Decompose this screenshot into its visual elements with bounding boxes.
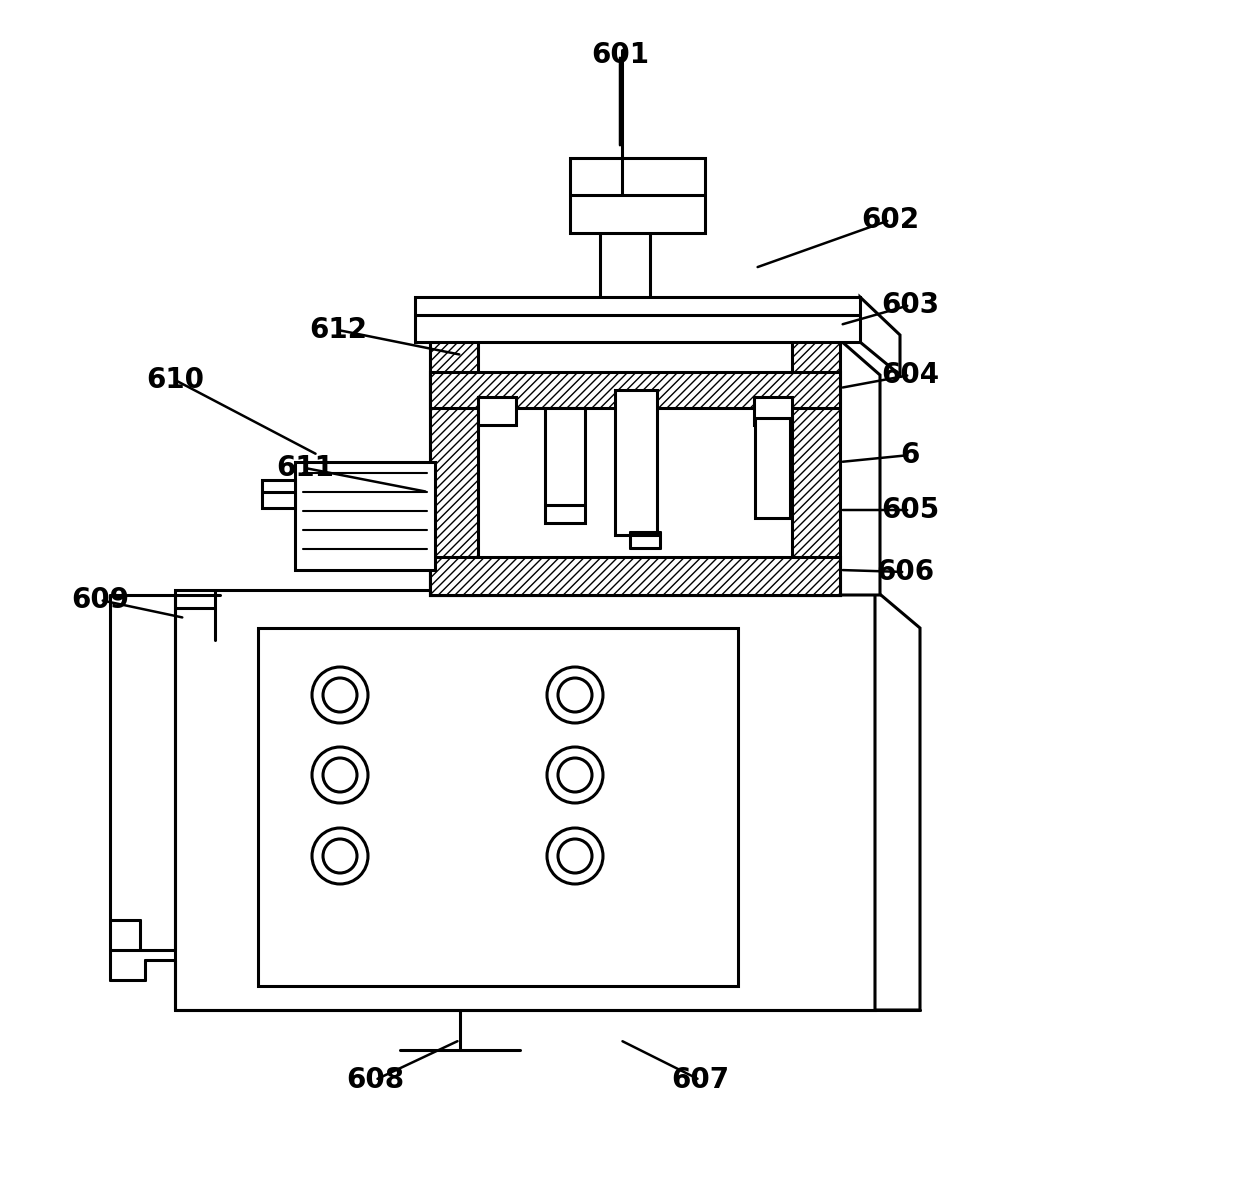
Bar — [262, 480, 295, 508]
Circle shape — [547, 747, 603, 803]
Text: 609: 609 — [71, 586, 129, 614]
Text: 605: 605 — [880, 496, 939, 524]
Bar — [430, 372, 839, 408]
Bar — [792, 341, 839, 595]
Text: 608: 608 — [346, 1066, 404, 1093]
Polygon shape — [861, 297, 900, 375]
Bar — [546, 408, 585, 523]
Polygon shape — [839, 341, 880, 595]
Circle shape — [312, 829, 368, 884]
Text: 612: 612 — [309, 317, 367, 344]
Bar — [175, 590, 875, 1010]
Bar — [754, 397, 792, 424]
Circle shape — [312, 667, 368, 723]
Circle shape — [558, 677, 591, 712]
Bar — [258, 628, 738, 986]
Circle shape — [558, 839, 591, 873]
Bar — [430, 341, 477, 595]
Text: 603: 603 — [880, 291, 939, 319]
Bar — [477, 397, 516, 424]
Circle shape — [322, 677, 357, 712]
Circle shape — [547, 667, 603, 723]
Circle shape — [322, 758, 357, 793]
Bar — [430, 341, 839, 595]
Text: 607: 607 — [671, 1066, 729, 1093]
Bar — [415, 297, 861, 342]
Text: 6: 6 — [900, 441, 920, 469]
Text: 611: 611 — [277, 454, 334, 482]
Circle shape — [322, 839, 357, 873]
Bar — [615, 390, 657, 535]
Text: 604: 604 — [880, 361, 939, 388]
Circle shape — [312, 747, 368, 803]
Bar — [295, 462, 435, 570]
Polygon shape — [875, 590, 920, 1010]
Bar — [570, 158, 706, 233]
Circle shape — [558, 758, 591, 793]
Text: 602: 602 — [861, 206, 919, 234]
Bar — [755, 418, 790, 518]
Text: 606: 606 — [875, 558, 934, 586]
Bar — [430, 558, 839, 595]
Text: 610: 610 — [146, 366, 205, 394]
Circle shape — [547, 829, 603, 884]
Text: 601: 601 — [591, 41, 649, 70]
